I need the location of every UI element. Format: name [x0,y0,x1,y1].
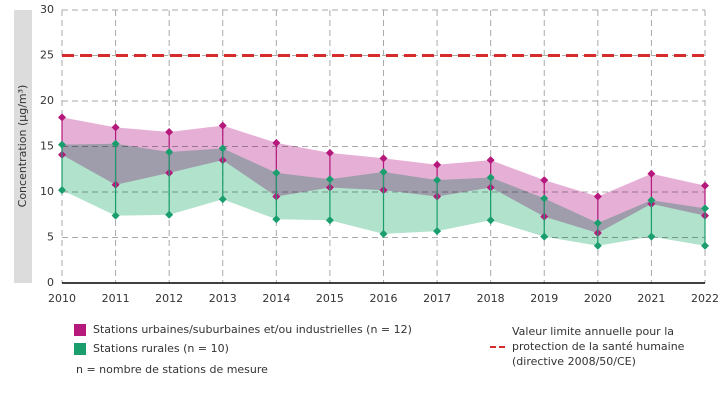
y-tick-label: 30 [40,3,54,16]
marker [433,160,442,169]
x-tick-label: 2021 [637,292,665,305]
x-tick-label: 2019 [530,292,558,305]
marker [379,167,388,176]
marker [593,241,602,250]
legend-label: Stations rurales (n = 10) [93,342,229,355]
legend-swatch [74,343,86,355]
marker [218,144,227,153]
marker [701,204,709,213]
y-tick-label: 25 [40,49,54,62]
marker [701,241,709,250]
legend-swatch [74,324,86,336]
x-tick-label: 2011 [102,292,130,305]
marker [379,154,388,163]
marker [58,186,66,195]
x-tick-label: 2018 [477,292,505,305]
x-tick-label: 2014 [262,292,290,305]
legend-label: Stations urbaines/suburbaines et/ou indu… [93,323,412,336]
marker [701,181,709,190]
marker [433,227,442,236]
marker [111,139,120,148]
marker [165,210,174,219]
reference-label: Valeur limite annuelle pour la [512,325,674,338]
marker [540,176,549,185]
marker [486,173,495,182]
reference-label: (directive 2008/50/CE) [512,355,636,368]
marker [111,211,120,220]
marker [647,232,656,241]
x-tick-label: 2012 [155,292,183,305]
marker [486,156,495,165]
marker [486,216,495,225]
marker [379,229,388,238]
x-tick-label: 2022 [691,292,719,305]
marker [540,232,549,241]
marker [593,218,602,227]
y-tick-label: 5 [47,231,54,244]
marker [165,127,174,136]
marker [272,138,281,147]
reference-label: protection de la santé humaine [512,340,685,353]
marker [272,168,281,177]
y-tick-label: 10 [40,185,54,198]
y-tick-label: 0 [47,276,54,289]
y-tick-label: 15 [40,140,54,153]
marker [58,140,66,149]
marker [165,147,174,156]
marker [218,121,227,130]
marker [647,196,656,205]
marker [433,176,442,185]
y-tick-label: 20 [40,94,54,107]
note: n = nombre de stations de mesure [76,363,268,376]
marker [593,192,602,201]
marker [647,169,656,178]
x-tick-label: 2015 [316,292,344,305]
marker [218,195,227,204]
y-axis-label: Concentration (µg/m³) [16,85,29,208]
marker [540,194,549,203]
marker [325,175,334,184]
marker [272,215,281,224]
x-tick-label: 2016 [370,292,398,305]
marker [325,216,334,225]
x-tick-label: 2017 [423,292,451,305]
x-tick-label: 2020 [584,292,612,305]
y-label-bar [14,10,32,283]
marker [111,123,120,132]
x-tick-label: 2013 [209,292,237,305]
marker [325,148,334,157]
marker [58,113,66,122]
x-tick-label: 2010 [48,292,76,305]
